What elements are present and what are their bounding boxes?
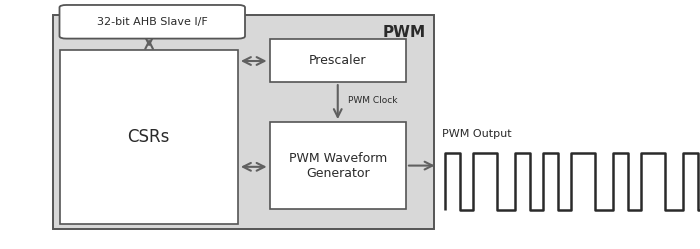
Bar xyxy=(270,39,406,82)
FancyBboxPatch shape xyxy=(60,5,245,39)
Bar xyxy=(60,50,238,224)
Text: PWM Waveform
Generator: PWM Waveform Generator xyxy=(288,152,387,180)
Text: PWM Output: PWM Output xyxy=(442,129,512,139)
Text: Prescaler: Prescaler xyxy=(309,54,367,67)
Text: PWM: PWM xyxy=(382,25,426,40)
Text: PWM Clock: PWM Clock xyxy=(348,96,398,105)
Bar xyxy=(270,122,406,209)
Text: 32-bit AHB Slave I/F: 32-bit AHB Slave I/F xyxy=(97,17,208,27)
Text: CSRs: CSRs xyxy=(127,128,170,146)
Bar xyxy=(52,15,434,229)
